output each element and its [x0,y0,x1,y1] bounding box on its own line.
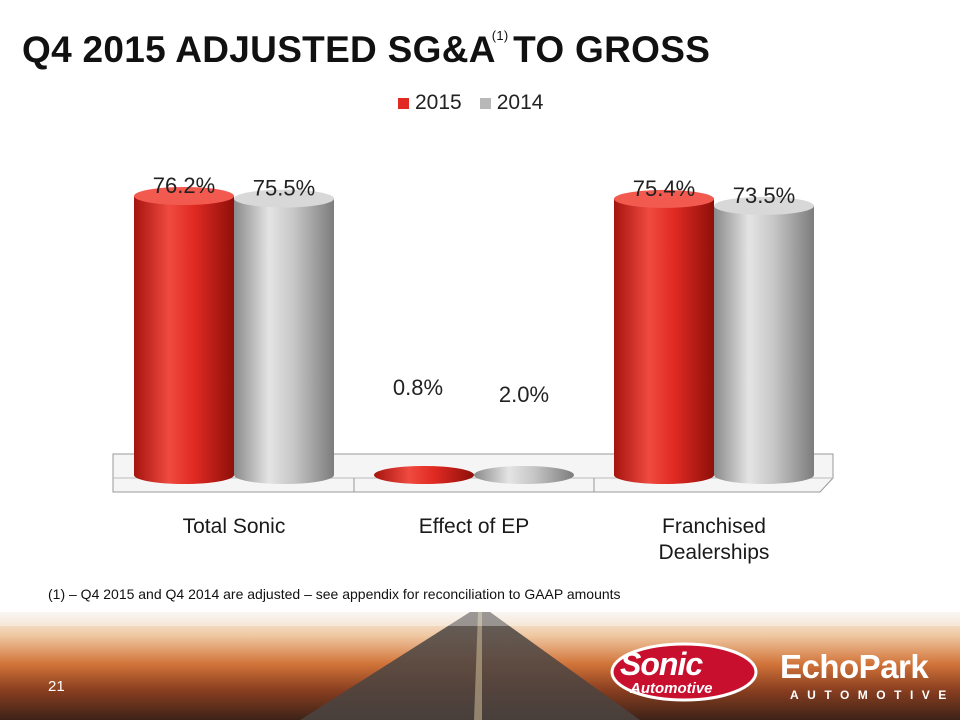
sonic-logo-shape [610,642,758,702]
title-main: Q4 2015 ADJUSTED SG&A [22,29,496,70]
echopark-logo-sub: AUTOMOTIVE [790,688,955,702]
data-label-2014-1: 2.0% [499,382,549,407]
chart-legend: 2015 2014 [398,91,555,115]
data-label-2014-0: 75.5% [253,176,315,201]
bar-chart: 76.2% 75.5% 0.8% 2.0% 75.4% 73.5% Total Sonic… [112,173,834,564]
x-tick-label-1: Effect of EP [419,515,530,538]
footnote: (1) – Q4 2015 and Q4 2014 are adjusted –… [48,586,621,602]
data-label-2014-2: 73.5% [733,183,795,208]
page-number: 21 [48,678,65,695]
bar-2014-2 [714,196,814,484]
legend-item-2015: 2015 [398,91,462,115]
bar-2014-0 [234,189,334,484]
legend-swatch-2014 [479,97,491,109]
legend-item-2014: 2014 [479,91,544,115]
bar-2015-1 [374,466,474,484]
sonic-logo-name: Sonic [620,646,703,682]
page-title: Q4 2015 ADJUSTED SG&A(1) TO GROSS [22,28,710,71]
sonic-automotive-logo: Sonic Automotive [610,642,758,704]
legend-swatch-2015 [398,97,409,109]
legend-label-2015: 2015 [415,91,462,114]
road-banner [0,612,960,720]
echopark-logo-name: EchoPark [780,648,929,685]
bar-2015-0 [134,187,234,484]
legend-label-2014: 2014 [496,91,544,114]
title-end: TO GROSS [513,29,711,70]
x-tick-label-0: Total Sonic [183,515,286,538]
data-label-2015-2: 75.4% [633,176,695,201]
road-image [0,612,960,720]
sonic-logo-sub: Automotive [630,680,713,697]
x-tick-label-2: Franchised Dealerships [659,515,770,564]
bar-2015-2 [614,189,714,484]
title-footnote-marker: (1) [491,28,509,43]
bar-2014-1 [474,466,574,484]
data-label-2015-1: 0.8% [393,375,443,400]
echopark-logo: EchoPark AUTOMOTIVE [780,648,955,706]
data-label-2015-0: 76.2% [153,173,215,198]
